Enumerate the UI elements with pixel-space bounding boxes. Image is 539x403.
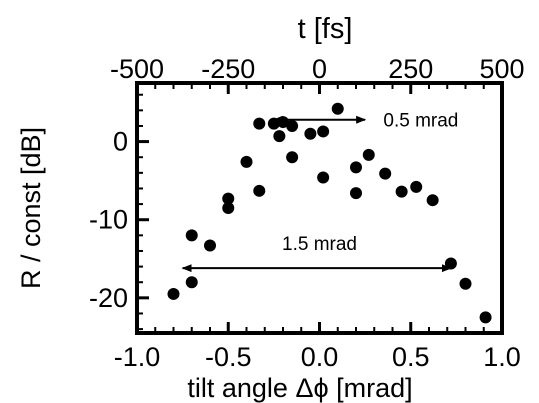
data-point <box>253 184 266 197</box>
top-x-axis: -500 -250 0 250 500 <box>110 54 525 94</box>
data-point <box>304 127 317 140</box>
x-tick-label: -0.5 <box>205 342 252 372</box>
left-y-axis: 0 -10 -20 <box>89 93 149 331</box>
data-point <box>286 151 299 164</box>
data-point <box>273 130 286 143</box>
data-point <box>240 155 253 168</box>
data-point <box>222 192 235 205</box>
y-axis-label: R / const [dB] <box>16 127 46 289</box>
data-point <box>185 229 198 242</box>
top-tick-label: 250 <box>388 54 433 84</box>
data-points <box>167 102 492 324</box>
x-tick-label: -1.0 <box>114 342 161 372</box>
top-tick-label: 500 <box>479 54 524 84</box>
annotation-label: 0.5 mrad <box>383 111 458 132</box>
top-tick-label: 0 <box>312 54 327 84</box>
data-point <box>253 117 266 130</box>
data-point <box>395 185 408 198</box>
data-point <box>379 167 392 180</box>
data-point <box>286 119 299 132</box>
data-point <box>317 171 330 184</box>
data-point <box>350 187 362 200</box>
data-point <box>350 161 362 174</box>
x-tick-label: 0.0 <box>301 342 339 372</box>
data-point <box>222 202 235 214</box>
data-point <box>167 287 180 300</box>
y-tick-label: -10 <box>89 205 128 235</box>
top-x-axis-label: t [fs] <box>298 13 353 45</box>
x-tick-label: 1.0 <box>483 342 521 372</box>
x-axis-label: tilt angle Δϕ [mrad] <box>187 373 412 403</box>
y-tick-label: -20 <box>89 283 128 313</box>
data-point <box>185 276 198 289</box>
data-point <box>317 125 330 138</box>
annotations: 0.5 mrad 1.5 mrad <box>181 111 458 273</box>
data-point <box>331 102 344 115</box>
data-point <box>459 277 472 290</box>
top-tick-label: -250 <box>201 54 255 84</box>
y-tick-label: 0 <box>113 127 128 157</box>
top-tick-label: -500 <box>110 54 164 84</box>
data-point <box>410 180 423 193</box>
bottom-x-axis: -1.0 -0.5 0.0 0.5 1.0 <box>114 322 521 372</box>
data-point <box>426 194 439 207</box>
data-point <box>479 311 492 324</box>
data-point <box>362 148 375 161</box>
annotation-label: 1.5 mrad <box>282 234 357 255</box>
x-tick-label: 0.5 <box>392 342 430 372</box>
data-point <box>204 239 216 252</box>
